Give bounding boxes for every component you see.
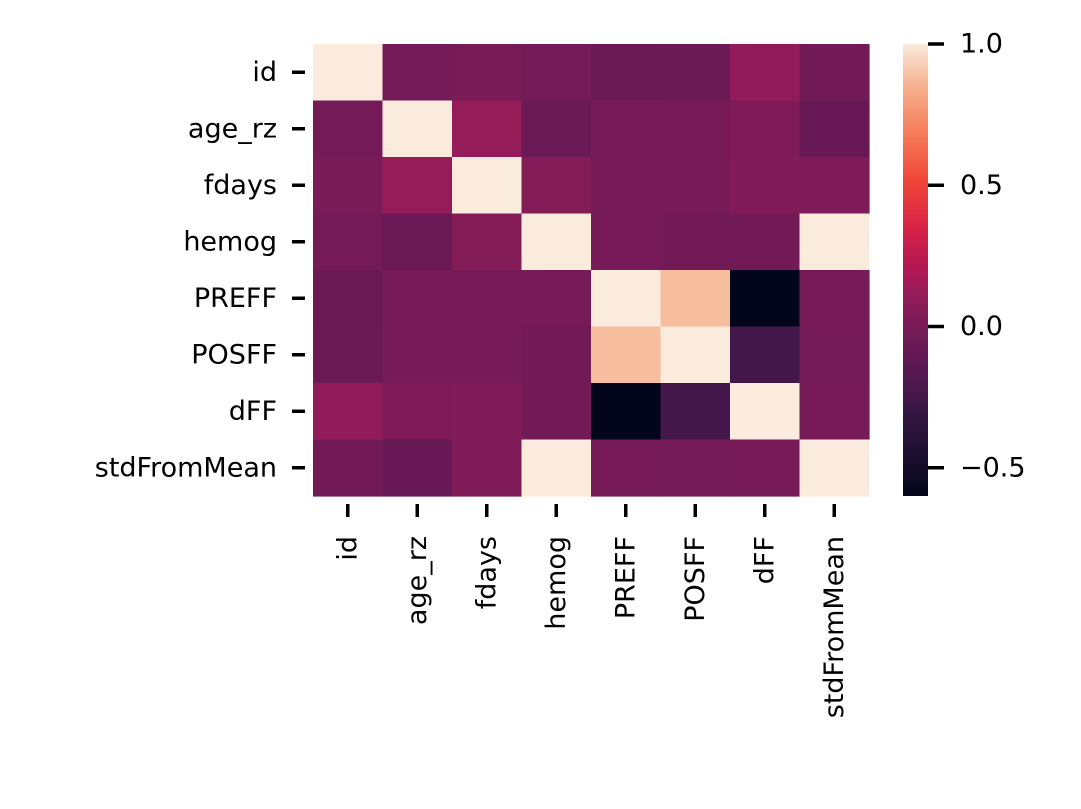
heatmap-cell (452, 270, 523, 328)
heatmap-cell (382, 157, 453, 215)
column-label: POSFF (680, 536, 711, 622)
heatmap-cell (382, 44, 453, 102)
column-label: stdFromMean (819, 536, 850, 718)
column-label: age_rz (402, 536, 433, 625)
heatmap-cell (799, 44, 870, 102)
heatmap-cell (382, 213, 453, 271)
heatmap-grid (313, 44, 870, 497)
heatmap-cell (452, 157, 523, 215)
heatmap-cell (730, 326, 801, 384)
heatmap-cell (313, 100, 384, 158)
colorbar-gradient (903, 44, 928, 496)
row-label: dFF (229, 396, 277, 427)
heatmap-cell (521, 44, 592, 102)
heatmap-cell (521, 439, 592, 497)
heatmap-cell (452, 44, 523, 102)
heatmap-cell (382, 100, 453, 158)
heatmap-cell (521, 213, 592, 271)
heatmap-cell (591, 157, 662, 215)
heatmap-cell (730, 383, 801, 441)
colorbar-tick-label: 0.0 (960, 311, 1003, 342)
column-label: fdays (471, 536, 502, 609)
row-label: fdays (204, 170, 277, 201)
heatmap-cell (313, 270, 384, 328)
column-label: id (332, 536, 363, 561)
heatmap-cell (799, 270, 870, 328)
colorbar-tick-label: −0.5 (960, 452, 1026, 483)
heatmap-cell (799, 100, 870, 158)
heatmap-cell (591, 44, 662, 102)
heatmap-cell (313, 439, 384, 497)
heatmap-cell (521, 157, 592, 215)
column-label: dFF (749, 536, 780, 584)
heatmap-cell (452, 439, 523, 497)
heatmap-cell (660, 383, 731, 441)
heatmap-cell (521, 100, 592, 158)
colorbar: 1.0 0.5 0.0 −0.5 (903, 29, 1026, 496)
row-label: POSFF (191, 339, 277, 370)
heatmap-cell (313, 383, 384, 441)
heatmap-cell (591, 213, 662, 271)
column-axis: id age_rz fdays hemog PREFF POSFF dFF stdFromMe… (332, 504, 850, 718)
column-label: hemog (541, 536, 572, 630)
row-label: stdFromMean (95, 452, 277, 483)
heatmap-cell (382, 270, 453, 328)
heatmap-cell (313, 44, 384, 102)
heatmap-cell (591, 326, 662, 384)
heatmap-cell (730, 157, 801, 215)
heatmap-cell (313, 326, 384, 384)
row-label: id (252, 57, 277, 88)
heatmap-cell (452, 213, 523, 271)
heatmap-cell (730, 100, 801, 158)
heatmap-cell (799, 326, 870, 384)
heatmap-cell (313, 213, 384, 271)
row-label: hemog (183, 226, 277, 257)
heatmap-cell (521, 326, 592, 384)
heatmap-cell (452, 326, 523, 384)
heatmap-cell (591, 100, 662, 158)
heatmap-cell (730, 44, 801, 102)
heatmap-cell (660, 213, 731, 271)
heatmap-cell (799, 439, 870, 497)
row-label: age_rz (188, 113, 277, 144)
heatmap-cell (660, 157, 731, 215)
heatmap-cell (591, 270, 662, 328)
heatmap-cell (660, 326, 731, 384)
heatmap-cell (521, 383, 592, 441)
heatmap-cell (799, 213, 870, 271)
heatmap-cell (452, 100, 523, 158)
heatmap-cell (799, 157, 870, 215)
heatmap-cell (382, 439, 453, 497)
heatmap-cell (521, 270, 592, 328)
heatmap-cell (730, 439, 801, 497)
heatmap-cell (660, 100, 731, 158)
heatmap-cell (730, 270, 801, 328)
heatmap-cell (591, 383, 662, 441)
heatmap-cell (660, 439, 731, 497)
heatmap-cell (382, 326, 453, 384)
heatmap-cell (452, 383, 523, 441)
column-label: PREFF (610, 536, 641, 619)
heatmap-cell (382, 383, 453, 441)
heatmap-cell (313, 157, 384, 215)
row-label: PREFF (194, 283, 277, 314)
heatmap-cell (799, 383, 870, 441)
heatmap-cell (660, 270, 731, 328)
colorbar-tick-label: 0.5 (960, 170, 1003, 201)
heatmap-cell (660, 44, 731, 102)
colorbar-tick-label: 1.0 (960, 29, 1003, 60)
heatmap-cell (591, 439, 662, 497)
heatmap-cell (730, 213, 801, 271)
